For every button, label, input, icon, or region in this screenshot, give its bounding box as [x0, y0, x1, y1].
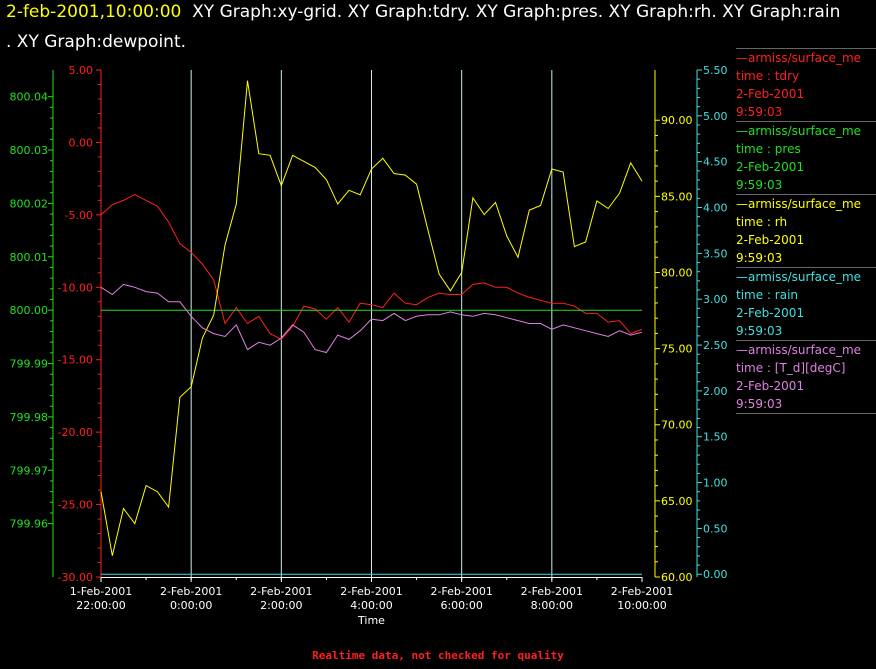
legend-name: —armiss/surface_me — [736, 343, 862, 357]
quality-notice: Realtime data, not checked for quality — [312, 649, 564, 662]
x-tick-label: 2-Feb-2001 — [340, 585, 402, 598]
legend-line2: 2-Feb-2001 — [736, 233, 805, 247]
rain-tick-label: 5.00 — [703, 110, 728, 123]
legend-line1: time : rh — [736, 215, 788, 229]
legend: —armiss/surface_me time : tdry 2-Feb-2001 9… — [736, 48, 876, 414]
tdry-tick-label: 5.00 — [69, 64, 94, 77]
legend-line3: 9:59:03 — [736, 178, 783, 192]
legend-line1: time : rain — [736, 288, 799, 302]
rh-tick-label: 80.00 — [661, 266, 693, 279]
rain-tick-label: 4.00 — [703, 202, 728, 215]
graph-title-line-2: . XY Graph:dewpoint. — [6, 32, 187, 52]
rh-tick-label: 65.00 — [661, 495, 693, 508]
pres-tick-label: 799.96 — [10, 518, 49, 531]
x-tick-label: 22:00:00 — [76, 599, 125, 612]
graph-title-line-1: 2-feb-2001,10:00:00 XY Graph:xy-grid. XY… — [6, 1, 840, 23]
legend-name: —armiss/surface_me — [736, 270, 862, 284]
pres-tick-label: 799.97 — [10, 464, 49, 477]
x-tick-label: 2-Feb-2001 — [430, 585, 492, 598]
legend-line2: 2-Feb-2001 — [736, 87, 805, 101]
legend-end — [736, 413, 876, 414]
tdry-tick-label: -25.00 — [58, 499, 93, 512]
x-axis-label: Time — [357, 614, 385, 627]
legend-line1: time : pres — [736, 142, 801, 156]
tdry-tick-label: -20.00 — [58, 426, 93, 439]
x-tick-label: 0:00:00 — [170, 599, 212, 612]
series-rh — [100, 80, 643, 556]
tdry-tick-label: -5.00 — [65, 209, 93, 222]
rain-tick-label: 4.50 — [703, 156, 728, 169]
pres-tick-label: 799.98 — [10, 411, 49, 424]
series-[T_d][degC] — [100, 283, 643, 354]
rain-tick-label: 2.50 — [703, 339, 728, 352]
legend-line1: time : tdry — [736, 69, 800, 83]
legend-line3: 9:59:03 — [736, 397, 783, 411]
pres-tick-label: 800.03 — [10, 144, 49, 157]
legend-line3: 9:59:03 — [736, 105, 783, 119]
legend-name: —armiss/surface_me — [736, 51, 862, 65]
legend-line2: 2-Feb-2001 — [736, 379, 805, 393]
x-tick-label: 2-Feb-2001 — [521, 585, 583, 598]
rain-tick-label: 1.50 — [703, 431, 728, 444]
x-tick-label: 1-Feb-2001 — [70, 585, 132, 598]
pres-tick-label: 800.04 — [10, 91, 49, 104]
legend-line3: 9:59:03 — [736, 251, 783, 265]
rh-tick-label: 75.00 — [661, 343, 693, 356]
rain-tick-label: 2.00 — [703, 385, 728, 398]
x-tick-label: 6:00:00 — [440, 599, 482, 612]
graph-list: XY Graph:xy-grid. XY Graph:tdry. XY Grap… — [192, 2, 841, 22]
x-tick-label: 2-Feb-2001 — [160, 585, 222, 598]
rh-tick-label: 70.00 — [661, 419, 693, 432]
x-tick-label: 2-Feb-2001 — [250, 585, 312, 598]
legend-line2: 2-Feb-2001 — [736, 160, 805, 174]
timestamp: 2-feb-2001,10:00:00 — [6, 2, 182, 22]
legend-name: —armiss/surface_me — [736, 197, 862, 211]
x-tick-label: 2-Feb-2001 — [611, 585, 673, 598]
pres-tick-label: 799.99 — [10, 358, 49, 371]
rain-tick-label: 1.00 — [703, 477, 728, 490]
rh-tick-label: 90.00 — [661, 114, 693, 127]
rain-tick-label: 3.00 — [703, 293, 728, 306]
rh-tick-label: 85.00 — [661, 190, 693, 203]
series-tdry — [100, 194, 643, 341]
pres-tick-label: 800.02 — [10, 197, 49, 210]
tdry-tick-label: -10.00 — [58, 281, 93, 294]
x-tick-label: 8:00:00 — [531, 599, 573, 612]
rh-tick-label: 60.00 — [661, 571, 693, 584]
legend-line2: 2-Feb-2001 — [736, 306, 805, 320]
legend-line1: time : [T_d][degC] — [736, 361, 846, 375]
tdry-tick-label: -30.00 — [58, 571, 93, 584]
legend-name: —armiss/surface_me — [736, 124, 862, 138]
legend-line3: 9:59:03 — [736, 324, 783, 338]
pres-tick-label: 800.00 — [10, 304, 49, 317]
x-tick-label: 4:00:00 — [350, 599, 392, 612]
x-tick-label: 10:00:00 — [617, 599, 666, 612]
rain-tick-label: 0.50 — [703, 522, 728, 535]
rain-tick-label: 3.50 — [703, 247, 728, 260]
tdry-tick-label: -15.00 — [58, 354, 93, 367]
x-tick-label: 2:00:00 — [260, 599, 302, 612]
rain-tick-label: 5.50 — [703, 64, 728, 77]
rain-tick-label: 0.00 — [703, 568, 728, 581]
tdry-tick-label: 0.00 — [69, 136, 94, 149]
pres-tick-label: 800.01 — [10, 251, 49, 264]
